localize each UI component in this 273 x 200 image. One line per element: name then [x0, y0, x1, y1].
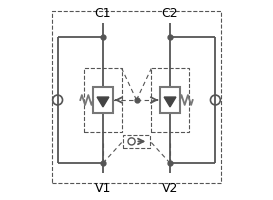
Bar: [123, 135, 150, 148]
Text: V2: V2: [162, 182, 178, 195]
Bar: [93, 87, 113, 113]
Polygon shape: [97, 97, 109, 107]
Bar: [160, 87, 180, 113]
Text: C2: C2: [162, 7, 178, 20]
Text: C1: C1: [95, 7, 111, 20]
Polygon shape: [164, 97, 176, 107]
Text: V1: V1: [95, 182, 111, 195]
